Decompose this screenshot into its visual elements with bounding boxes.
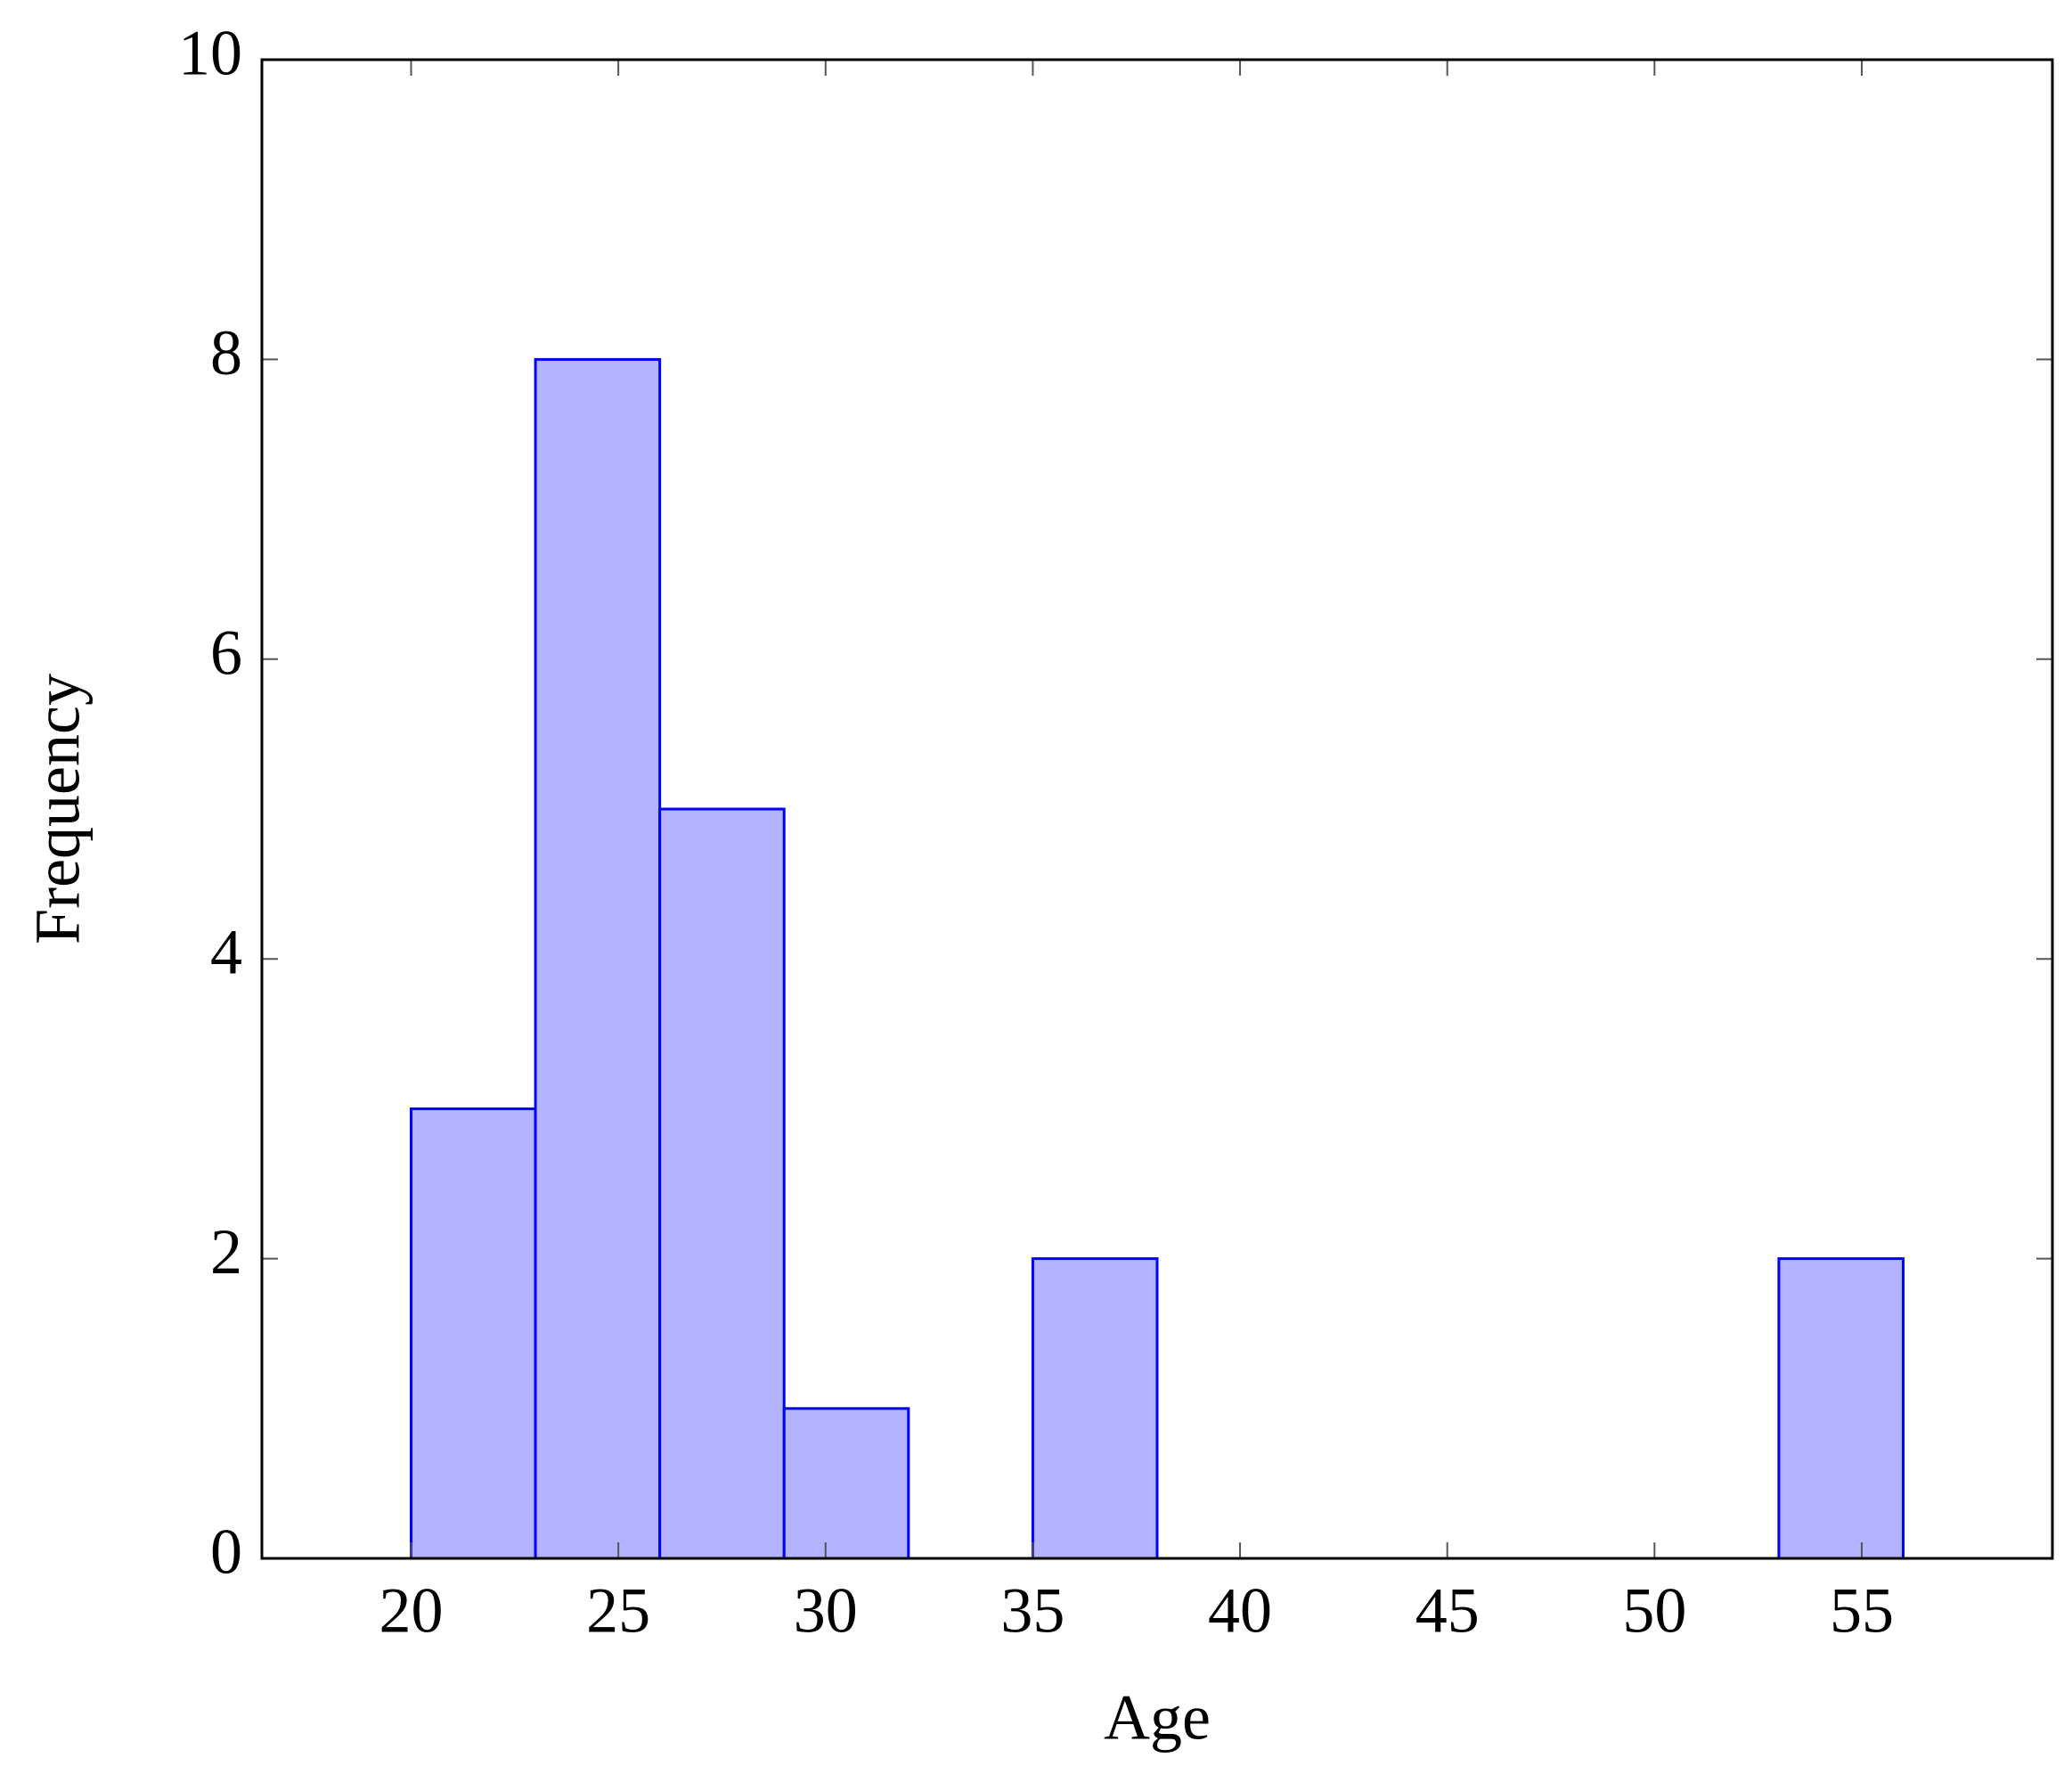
x-axis-label: Age: [1104, 1682, 1211, 1754]
bar: [658, 807, 786, 1560]
x-tick-label: 25: [586, 1575, 650, 1647]
y-tick-label: 0: [210, 1516, 242, 1588]
x-tick-label: 30: [794, 1575, 858, 1647]
y-tick-label: 8: [210, 317, 242, 388]
x-tick-label: 35: [1000, 1575, 1065, 1647]
x-tick-label: 50: [1622, 1575, 1686, 1647]
bar: [1777, 1257, 1905, 1560]
y-tick-label: 2: [210, 1216, 242, 1288]
bar: [410, 1107, 537, 1560]
bar: [1031, 1257, 1159, 1560]
x-tick-label: 20: [379, 1575, 444, 1647]
x-tick-label: 55: [1830, 1575, 1894, 1647]
x-tick-label: 45: [1415, 1575, 1480, 1647]
y-tick-label: 6: [210, 617, 242, 688]
bar: [534, 357, 662, 1560]
plot-frame: [260, 58, 2054, 1560]
bar: [782, 1407, 910, 1560]
y-axis-label: Frequency: [22, 674, 94, 944]
y-tick-label: 4: [210, 917, 242, 988]
x-tick-label: 40: [1208, 1575, 1272, 1647]
y-tick-label: 10: [178, 18, 242, 89]
